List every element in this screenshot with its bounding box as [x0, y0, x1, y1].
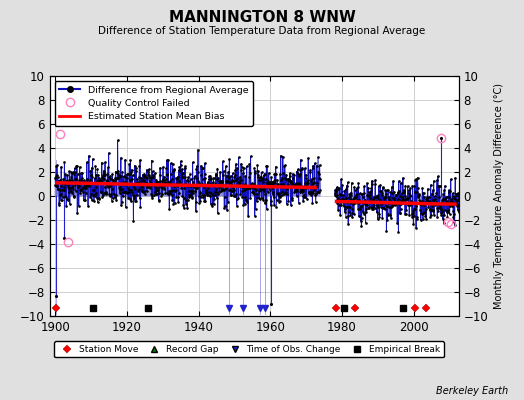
Legend: Difference from Regional Average, Quality Control Failed, Estimated Station Mean: Difference from Regional Average, Qualit…: [54, 81, 253, 126]
Text: MANNINGTON 8 WNW: MANNINGTON 8 WNW: [169, 10, 355, 25]
Legend: Station Move, Record Gap, Time of Obs. Change, Empirical Break: Station Move, Record Gap, Time of Obs. C…: [54, 341, 444, 358]
Y-axis label: Monthly Temperature Anomaly Difference (°C): Monthly Temperature Anomaly Difference (…: [494, 83, 504, 309]
Text: Difference of Station Temperature Data from Regional Average: Difference of Station Temperature Data f…: [99, 26, 425, 36]
Text: Berkeley Earth: Berkeley Earth: [436, 386, 508, 396]
